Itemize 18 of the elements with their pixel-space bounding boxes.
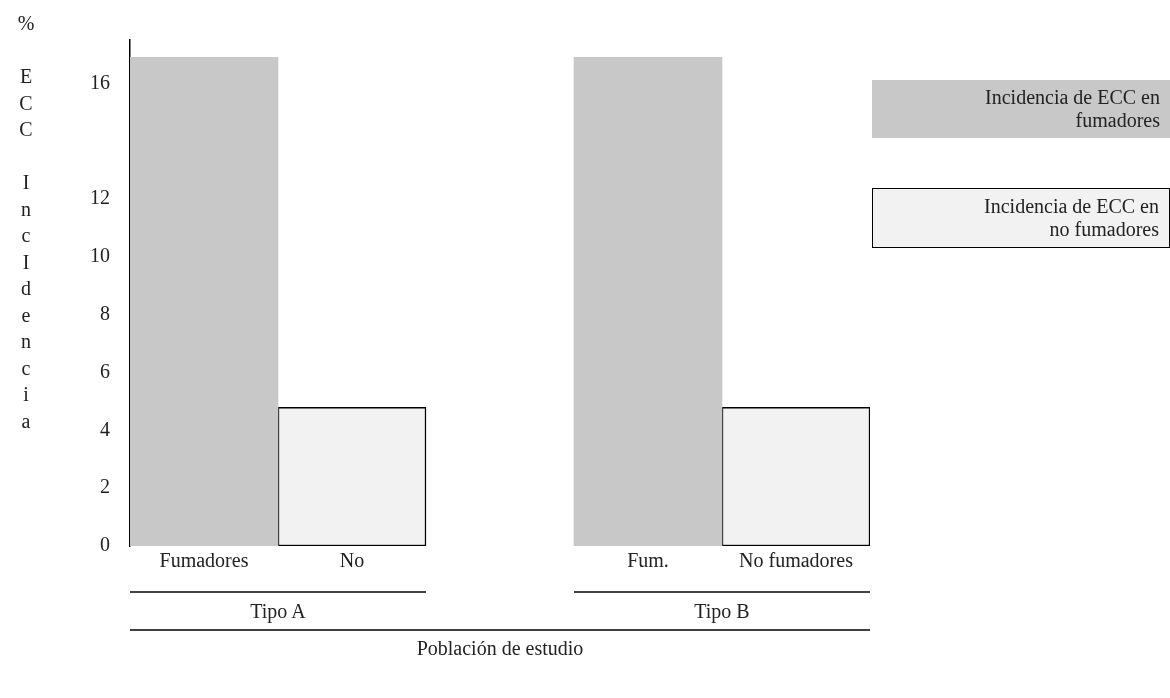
text: Tipo B — [694, 600, 750, 624]
text: Incidencia de ECC en no fumadores — [872, 188, 1170, 248]
text: Incidencia de ECC en fumadores — [872, 80, 1170, 138]
text: % ECC IncIdencia — [17, 12, 35, 432]
y-tick-label: 12 — [90, 186, 110, 209]
x-axis-title: Población de estudio — [416, 637, 584, 660]
y-tick-label: 4 — [100, 417, 110, 440]
y-tick-label: 16 — [90, 70, 110, 93]
x-tick-label: Fum. — [627, 549, 669, 572]
text: Tipo A — [250, 600, 307, 624]
x-tick-label: Fumadores — [159, 549, 249, 572]
x-tick-label: No — [339, 549, 365, 572]
y-tick-label: 6 — [100, 359, 110, 382]
y-tick-label: 0 — [100, 533, 110, 556]
y-tick-label: 8 — [100, 301, 110, 324]
y-tick-label: 10 — [90, 244, 110, 267]
y-tick-label: 2 — [100, 475, 110, 498]
x-tick-label: No fumadores — [739, 549, 854, 572]
